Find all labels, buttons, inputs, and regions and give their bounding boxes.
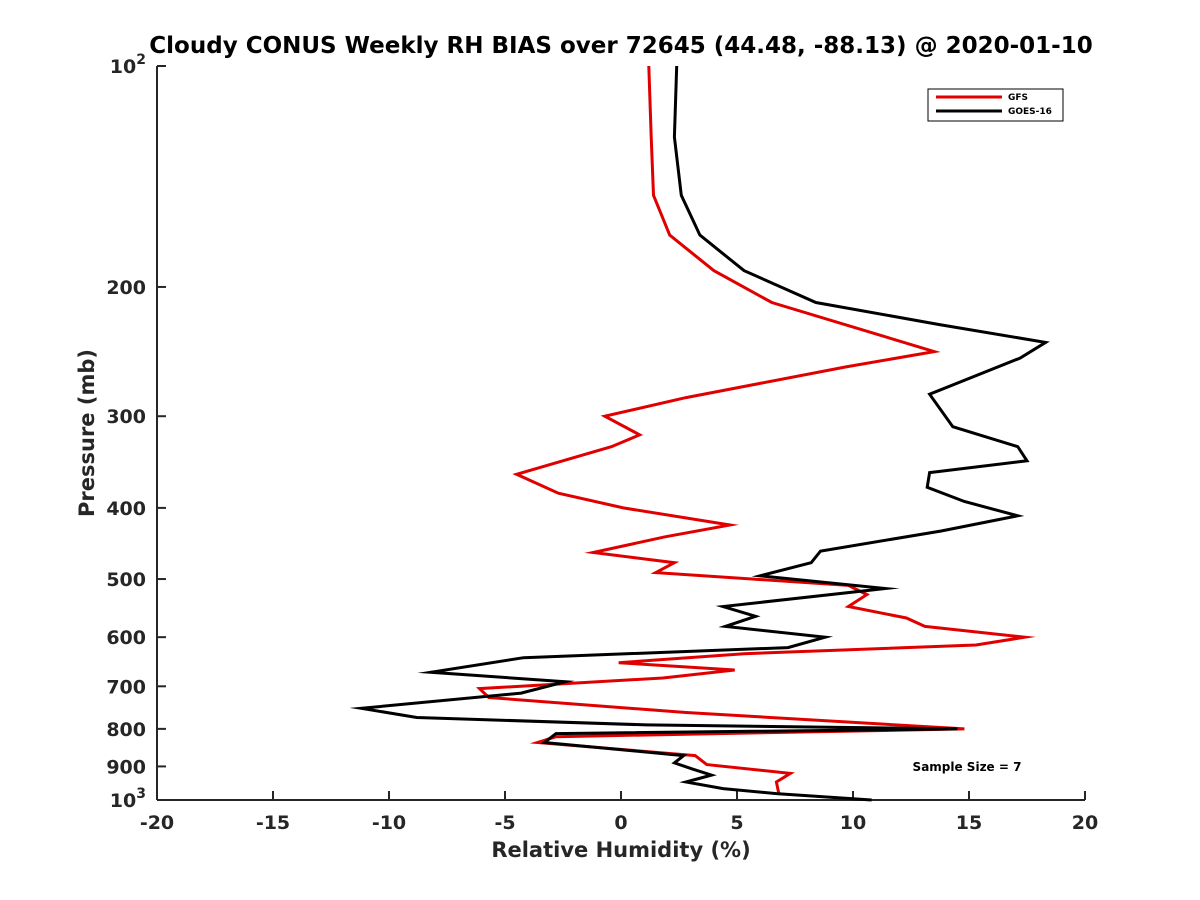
x-tick-label: -5 — [494, 812, 515, 834]
sample-size-annotation: Sample Size = 7 — [913, 760, 1022, 774]
legend-label: GOES-16 — [1008, 107, 1052, 117]
y-tick-label: 300 — [106, 406, 146, 428]
y-tick-label: 600 — [106, 627, 146, 649]
y-tick-label: 800 — [106, 719, 146, 741]
x-tick-label: -15 — [256, 812, 290, 834]
y-tick-label: 103 — [110, 786, 146, 812]
y-tick-label: 500 — [106, 569, 146, 591]
y-axis-label: Pressure (mb) — [75, 349, 99, 517]
x-tick-label: -20 — [140, 812, 174, 834]
x-tick-label: 10 — [840, 812, 866, 834]
series-line-goes-16 — [349, 65, 1050, 802]
x-tick-label: 5 — [730, 812, 743, 834]
x-axis-label: Relative Humidity (%) — [491, 838, 750, 862]
x-tick-label: 15 — [956, 812, 982, 834]
y-tick-label: 400 — [106, 498, 146, 520]
y-tick-label: 102 — [110, 52, 146, 78]
legend-label: GFS — [1008, 93, 1028, 103]
y-tick-label: 900 — [106, 756, 146, 778]
x-tick-label: 20 — [1072, 812, 1098, 834]
legend: GFS GOES-16 — [927, 88, 1064, 122]
chart-title: Cloudy CONUS Weekly RH BIAS over 72645 (… — [149, 33, 1092, 59]
y-tick-label: 200 — [106, 277, 146, 299]
legend-box — [927, 88, 1064, 122]
y-tick-label: 700 — [106, 676, 146, 698]
plot-area: -20 -15 -10 -5 0 5 10 15 20 102 200 300 400 500 600 700… — [106, 52, 1098, 834]
x-tick-label: 0 — [614, 812, 627, 834]
x-tick-label: -10 — [372, 812, 406, 834]
